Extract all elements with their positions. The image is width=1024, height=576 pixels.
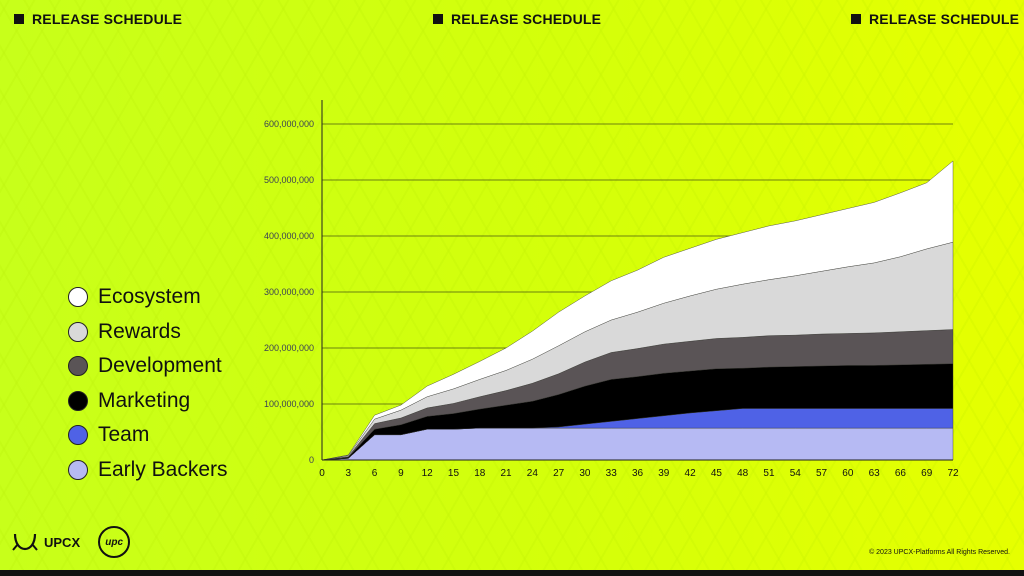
x-tick-label: 3 (346, 468, 352, 479)
legend-dot (68, 390, 88, 411)
y-tick-label: 600,000,000 (264, 119, 314, 129)
legend-dot (68, 356, 88, 377)
bottom-bar (0, 570, 1024, 576)
legend-dot (68, 459, 88, 480)
x-tick-label: 72 (947, 468, 959, 479)
x-tick-label: 33 (606, 468, 618, 479)
x-tick-label: 42 (685, 468, 697, 479)
footer-logos: UPCX upc (12, 526, 131, 558)
x-tick-label: 66 (895, 468, 907, 479)
copyright-text: © 2023 UPCX-Platforms All Rights Reserve… (869, 549, 1010, 556)
y-tick-label: 400,000,000 (264, 231, 314, 241)
header-title-right: RELEASE SCHEDULE (851, 11, 1019, 27)
square-icon (851, 14, 861, 24)
area-layer (321, 160, 954, 461)
x-tick-label: 9 (398, 468, 404, 479)
legend-label: Development (98, 354, 222, 378)
x-tick-label: 0 (319, 468, 325, 479)
x-tick-label: 12 (422, 468, 434, 479)
x-tick-label: 27 (553, 468, 565, 479)
header-title-text: RELEASE SCHEDULE (451, 11, 602, 27)
x-tick-label: 39 (658, 468, 670, 479)
x-tick-label: 63 (869, 468, 881, 479)
x-tick-label: 15 (448, 468, 460, 479)
y-tick-label: 500,000,000 (264, 175, 314, 185)
y-tick-label: 100,000,000 (264, 399, 314, 409)
legend-dot (68, 321, 88, 342)
upcx-logo: UPCX (12, 532, 80, 552)
upcx-mark-icon (12, 533, 38, 551)
legend-item-development: Development (68, 349, 228, 384)
legend-label: Ecosystem (98, 285, 201, 309)
x-tick-label: 24 (527, 468, 539, 479)
x-tick-label: 6 (372, 468, 378, 479)
header-title-text: RELEASE SCHEDULE (869, 11, 1020, 27)
legend-item-early-backers: Early Backers (68, 453, 228, 488)
header-title-left: RELEASE SCHEDULE (14, 11, 182, 27)
legend-item-ecosystem: Ecosystem (68, 280, 228, 315)
x-tick-label: 48 (737, 468, 749, 479)
header-title-center: RELEASE SCHEDULE (433, 11, 601, 27)
x-tick-label: 69 (921, 468, 933, 479)
area-ecosystem (321, 160, 954, 461)
legend-label: Early Backers (98, 457, 228, 481)
legend-label: Marketing (98, 388, 191, 412)
y-tick-label: 200,000,000 (264, 343, 314, 353)
legend-item-rewards: Rewards (68, 315, 228, 350)
x-tick-label: 30 (579, 468, 591, 479)
legend-label: Rewards (98, 319, 181, 343)
area-early-backers (321, 427, 954, 461)
legend-item-team: Team (68, 418, 228, 453)
header-title-text: RELEASE SCHEDULE (32, 11, 183, 27)
legend-label: Team (98, 423, 150, 447)
x-tick-label: 21 (500, 468, 512, 479)
legend-dot (68, 287, 88, 308)
x-tick-label: 57 (816, 468, 828, 479)
y-tick-label: 0 (309, 455, 314, 465)
upcx-logo-text: UPCX (44, 534, 81, 550)
square-icon (14, 14, 24, 24)
chart-legend: Ecosystem Rewards Development Marketing … (68, 280, 228, 487)
legend-item-marketing: Marketing (68, 384, 228, 419)
x-tick-label: 18 (474, 468, 486, 479)
y-tick-label: 300,000,000 (264, 287, 314, 297)
x-tick-label: 51 (763, 468, 775, 479)
x-tick-label: 36 (632, 468, 644, 479)
axis-layer: 0 100,000,000 200,000,000 300,000,000 400,00… (264, 100, 959, 479)
upc-circle-logo: upc (98, 526, 131, 558)
x-tick-label: 45 (711, 468, 723, 479)
legend-dot (68, 425, 88, 446)
x-tick-label: 54 (790, 468, 802, 479)
square-icon (433, 14, 443, 24)
upc-logo-text: upc (105, 536, 124, 548)
x-tick-label: 60 (842, 468, 854, 479)
